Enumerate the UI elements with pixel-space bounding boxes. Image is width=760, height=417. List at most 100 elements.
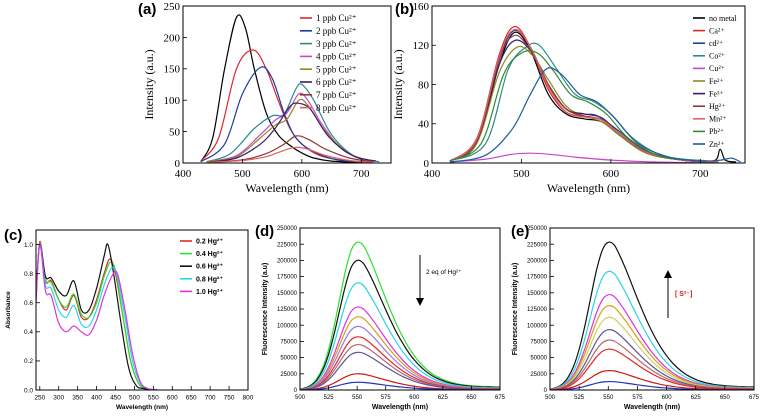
y-tick-label: 175000 [527,275,548,281]
x-tick-label: 600 [603,168,620,180]
series-line-c-1.0 [36,243,158,390]
legend-label: Cu²⁺ [709,64,725,73]
x-tick-label: 700 [692,168,709,180]
x-axis-label: Wavelength (nm) [624,404,680,411]
panel-d: (d) 500 525 550 575 600 625 650 675 0 25000 50000 75… [255,223,506,411]
y-tick-label: 0.8 [24,271,33,278]
x-tick-label: 600 [409,395,420,401]
y-tick-label: 50 [169,126,181,138]
series-line-b-Pb [449,50,701,162]
x-tick-label: 500 [234,168,251,180]
x-tick-label: 600 [294,168,311,180]
legend-label: 0.8 Hg²⁺ [196,275,223,283]
legend-label: Co²⁺ [709,52,725,61]
x-axis-label: Wavelength (nm) [547,181,630,195]
x-tick-label: 400 [424,168,441,180]
legend-label: Pb²⁺ [709,127,724,136]
x-tick-label: 600 [167,395,178,402]
x-tick-label: 500 [295,395,306,401]
series-line-e-peak-183000 [550,270,754,390]
legend-label: Fe²⁺ [709,77,724,86]
x-tick-label: 650 [186,395,197,402]
series-group-b [449,25,741,163]
legend-a: 1 ppb Cu²⁺ 2 ppb Cu²⁺ 3 ppb Cu²⁺ 4 ppb Cu²⁺… [300,13,357,113]
series-line-e-peak-228000 [550,241,754,390]
y-axis-label: Intensity (a.u.) [142,49,156,119]
y-tick-label: 50000 [280,356,297,362]
y-tick-label: 50000 [530,356,547,362]
y-tick-label: 40 [418,119,430,131]
annotation-label: [ S²⁻] [675,291,692,298]
legend-label: 0.6 Hg²⁺ [196,263,223,271]
series-line-b-Cu [449,152,719,163]
x-tick-label: 700 [353,168,370,180]
series-line-b-Co [449,42,710,162]
plot-frame-c [35,229,249,391]
panel-e: (e) 500 525 550 575 600 625 650 675 0 25000 50000 75… [511,223,760,411]
x-tick-label: 525 [324,395,335,401]
y-tick-label: 100000 [277,323,298,329]
y-tick-label: 125000 [277,307,298,313]
y-tick-label: 0.0 [24,387,33,394]
y-tick-label: 225000 [527,242,548,248]
legend-label: 4 ppb Cu²⁺ [316,52,357,62]
legend-label: 0.2 Hg²⁺ [196,237,223,245]
y-axis-label: Absorbance [5,291,12,329]
x-tick-label: 700 [205,395,216,402]
x-tick-label: 650 [720,395,731,401]
x-tick-label: 675 [495,395,506,401]
legend-label: no metal [709,14,738,23]
series-line-d-peak-58000 [300,351,500,390]
annotation-arrowhead [664,270,672,278]
y-tick-label: 120 [413,40,430,52]
y-tick-label: 250 [164,1,181,13]
y-axis-label: Intensity (a.u.) [391,49,405,119]
series-line-a-blank [200,14,362,163]
y-tick-label: 200000 [527,259,548,265]
series-line-e-peak-63000 [550,348,754,390]
legend-label: 6 ppb Cu²⁺ [316,77,357,87]
x-tick-label: 500 [129,395,140,402]
series-line-b-Mn [449,28,719,163]
series-group-c [36,240,158,390]
series-line-c-0.8 [36,243,158,390]
x-tick-label: 675 [749,395,760,401]
x-tick-label: 800 [243,395,254,402]
legend-label: Zn²⁺ [709,140,725,149]
series-group-e [550,241,754,390]
y-tick-label: 80 [418,79,430,91]
y-tick-label: 150 [164,64,181,76]
y-tick-label: 0.2 [24,358,33,365]
x-tick-label: 400 [175,168,192,180]
x-tick-label: 750 [224,395,235,402]
y-tick-label: 0 [175,158,181,170]
y-tick-label: 0.6 [24,300,33,307]
series-line-a-8 ppb [206,146,374,163]
x-axis-label: Wavelength (nm) [245,181,328,195]
x-tick-label: 575 [381,395,392,401]
panel-label-b: (b) [395,1,414,18]
x-axis-label: Wavelength (nm) [372,404,428,411]
x-tick-label: 625 [691,395,702,401]
legend-label: 2 ppb Cu²⁺ [316,26,357,36]
y-tick-label: 75000 [530,340,547,346]
series-group-d [300,241,500,390]
y-tick-label: 100000 [527,323,548,329]
legend-label: Ca²⁺ [709,26,725,35]
x-tick-label: 550 [148,395,159,402]
series-line-c-0.2 [36,240,158,390]
series-line-d-peak-165000 [300,282,500,390]
legend-label: Hg²⁺ [709,102,725,111]
legend-label: 1.0 Hg²⁺ [196,288,223,296]
series-line-a-6 ppb [206,102,377,163]
x-axis-label: Wavelength (nm) [116,404,168,411]
x-tick-label: 525 [574,395,585,401]
legend-label: 8 ppb Cu²⁺ [316,103,357,113]
x-tick-label: 400 [91,395,102,402]
series-line-c-0.4 [36,242,158,390]
y-tick-label: 0 [544,388,548,394]
series-line-b-Zn [449,67,741,163]
y-axis-label: Fluorescence Intensity (a.u) [262,263,269,356]
panel-c: (c) 250 300 350 400 450 500 550 600 650 700 750 800 0… [4,227,254,411]
